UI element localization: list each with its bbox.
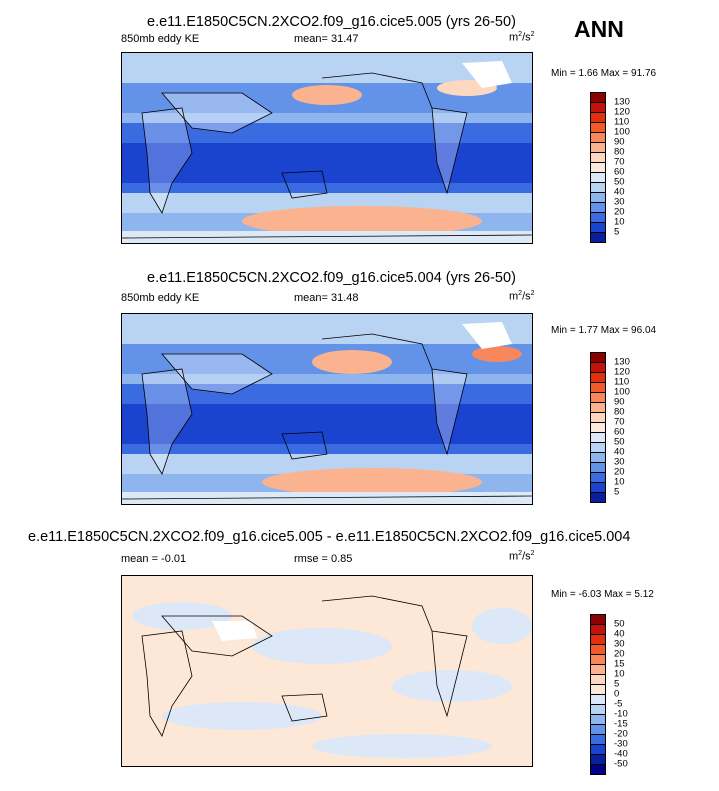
panel2-min-max: Min = 1.77 Max = 96.04 [551,325,657,336]
colorbar-tick-label: 50 [614,618,625,630]
colorbar-tick-label: 15 [614,658,625,670]
colorbar-tick-label: 5 [614,678,620,690]
panel2-title: e.e11.E1850C5CN.2XCO2.f09_g16.cice5.004 … [147,270,516,286]
colorbar-swatch [590,492,606,503]
season-label: ANN [574,16,624,42]
colorbar-tick-label: 130 [614,356,630,368]
panel2-map [121,313,533,505]
colorbar-tick-label: 100 [614,126,630,138]
colorbar-tick-label: 70 [614,156,625,168]
panel1-units: m2/s2 [509,31,535,44]
colorbar-tick-label: -5 [614,698,623,710]
colorbar-swatch [590,232,606,243]
colorbar-tick-label: 10 [614,476,625,488]
colorbar-tick-label: 90 [614,136,625,148]
colorbar-tick-label: -50 [614,758,628,770]
colorbar-tick-label: 20 [614,466,625,478]
colorbar-tick-label: 110 [614,376,630,388]
panel2-variable-label: 850mb eddy KE [121,292,200,304]
colorbar-tick-label: 40 [614,186,625,198]
panel3-map [121,575,533,767]
colorbar-tick-label: 90 [614,396,625,408]
colorbar-tick-label: 20 [614,206,625,218]
colorbar-tick-label: 80 [614,406,625,418]
colorbar-tick-label: -30 [614,738,628,750]
panel3-min-max: Min = -6.03 Max = 5.12 [551,589,654,600]
colorbar-tick-label: 5 [614,226,620,238]
colorbar-tick-label: -20 [614,728,628,740]
colorbar-tick-label: -10 [614,708,628,720]
panel3-rmse-label: rmse = 0.85 [294,553,353,565]
colorbar-tick-label: 30 [614,456,625,468]
colorbar-tick-label: 110 [614,116,630,128]
colorbar-tick-label: 30 [614,638,625,650]
colorbar-tick-label: 50 [614,436,625,448]
panel1-map [121,52,533,244]
colorbar-tick-label: 70 [614,416,625,428]
colorbar-tick-label: 40 [614,446,625,458]
colorbar-tick-label: 5 [614,486,620,498]
panel3-mean-label: mean = -0.01 [121,553,187,565]
colorbar-tick-label: 60 [614,166,625,178]
colorbar-swatch [590,764,606,775]
colorbar-tick-label: 0 [614,688,620,700]
colorbar-tick-label: 60 [614,426,625,438]
colorbar-tick-label: 40 [614,628,625,640]
colorbar-tick-label: 130 [614,96,630,108]
panel1-min-max: Min = 1.66 Max = 91.76 [551,68,657,79]
panel1-variable-label: 850mb eddy KE [121,33,200,45]
panel1-title: e.e11.E1850C5CN.2XCO2.f09_g16.cice5.005 … [147,14,516,30]
panel1-mean-label: mean= 31.47 [294,33,359,45]
colorbar-tick-label: 80 [614,146,625,158]
colorbar-tick-label: -15 [614,718,628,730]
colorbar-tick-label: 10 [614,216,625,228]
panel3-title: e.e11.E1850C5CN.2XCO2.f09_g16.cice5.005 … [28,529,631,545]
colorbar-tick-label: 120 [614,366,630,378]
colorbar-tick-label: 10 [614,668,625,680]
panel2-units: m2/s2 [509,290,535,303]
colorbar-tick-label: 120 [614,106,630,118]
colorbar-tick-label: 30 [614,196,625,208]
panel2-mean-label: mean= 31.48 [294,292,359,304]
colorbar-tick-label: -40 [614,748,628,760]
colorbar-tick-label: 50 [614,176,625,188]
panel3-units: m2/s2 [509,550,535,563]
colorbar-tick-label: 20 [614,648,625,660]
colorbar-tick-label: 100 [614,386,630,398]
